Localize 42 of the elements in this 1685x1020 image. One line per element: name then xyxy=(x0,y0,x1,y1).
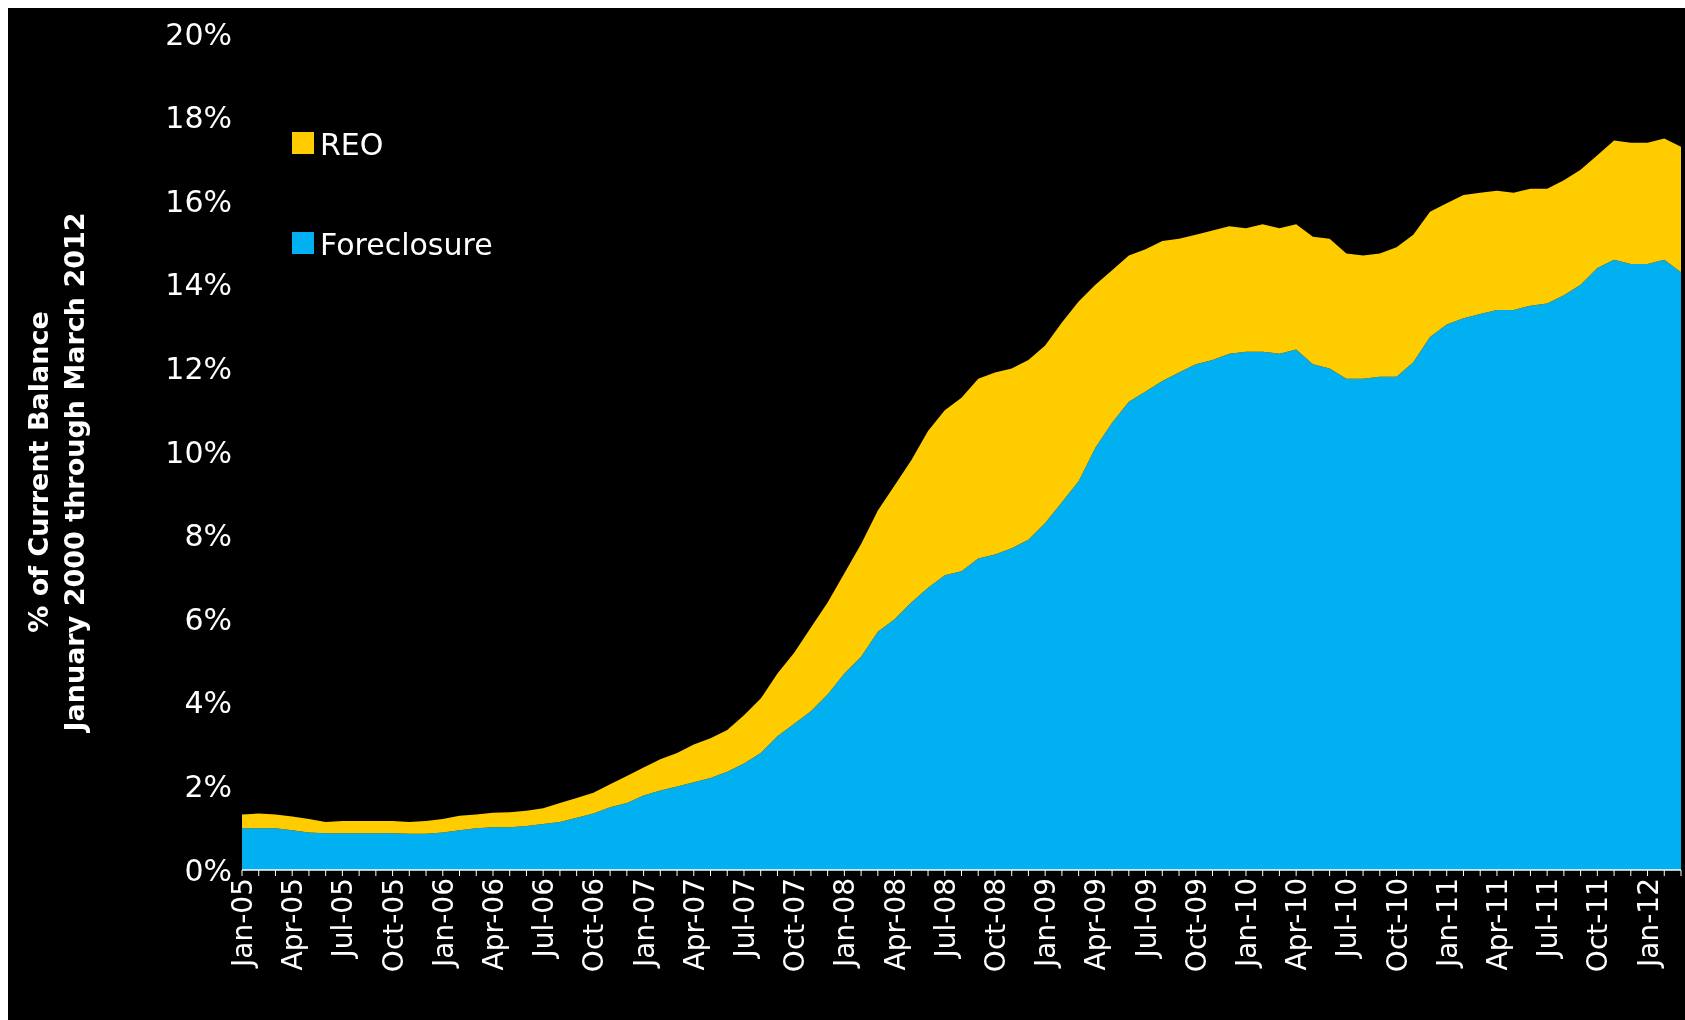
y-tick-label: 20% xyxy=(165,16,232,52)
y-tick-label: 16% xyxy=(165,183,232,219)
x-tick-label: Jul-05 xyxy=(326,878,360,960)
x-tick-label: Jul-11 xyxy=(1531,878,1565,960)
x-tick-label: Jan-08 xyxy=(828,878,862,969)
x-tick-label: Oct-11 xyxy=(1581,878,1615,973)
x-tick-label: Jan-06 xyxy=(426,878,460,969)
y-axis-title: % of Current Balance January 2000 through March 2012 xyxy=(23,212,90,734)
y-tick-label: 12% xyxy=(165,350,232,386)
x-tick-label: Apr-08 xyxy=(878,878,912,971)
y-tick-label: 4% xyxy=(184,685,232,721)
x-tick-label: Apr-05 xyxy=(276,878,310,971)
x-tick-label: Jul-10 xyxy=(1330,878,1364,960)
x-tick-label: Apr-10 xyxy=(1280,878,1314,971)
x-tick-label: Apr-11 xyxy=(1480,878,1514,971)
x-tick-label: Apr-09 xyxy=(1079,878,1113,971)
y-tick-label: 0% xyxy=(184,852,232,888)
x-tick-label: Apr-06 xyxy=(476,878,510,971)
x-tick-label: Oct-09 xyxy=(1179,878,1213,973)
x-tick-label: Jan-09 xyxy=(1029,878,1063,969)
x-tick-label: Jan-10 xyxy=(1229,878,1263,969)
x-tick-label: Apr-07 xyxy=(677,878,711,971)
x-tick-label: Oct-05 xyxy=(376,878,410,973)
x-tick-label: Oct-10 xyxy=(1380,878,1414,973)
x-tick-label: Jan-12 xyxy=(1631,878,1665,969)
legend-label: REO xyxy=(320,126,384,162)
y-tick-label: 14% xyxy=(165,267,232,303)
x-tick-label: Jul-06 xyxy=(527,878,561,960)
x-tick-label: Jul-09 xyxy=(1129,878,1163,960)
x-tick-label: Oct-08 xyxy=(978,878,1012,973)
y-tick-label: 8% xyxy=(184,518,232,554)
y-tick-label: 6% xyxy=(184,601,232,637)
x-tick-label: Jan-11 xyxy=(1430,878,1464,969)
x-tick-label: Oct-06 xyxy=(577,878,611,973)
x-tick-label: Jul-08 xyxy=(928,878,962,960)
x-tick-label: Jan-07 xyxy=(627,878,661,969)
x-tick-label: Oct-07 xyxy=(778,878,812,973)
x-tick-label: Jul-07 xyxy=(727,878,761,960)
y-tick-label: 18% xyxy=(165,100,232,136)
y-tick-label: 2% xyxy=(184,768,232,804)
y-tick-label: 10% xyxy=(165,434,232,470)
legend-label: Foreclosure xyxy=(320,226,493,262)
